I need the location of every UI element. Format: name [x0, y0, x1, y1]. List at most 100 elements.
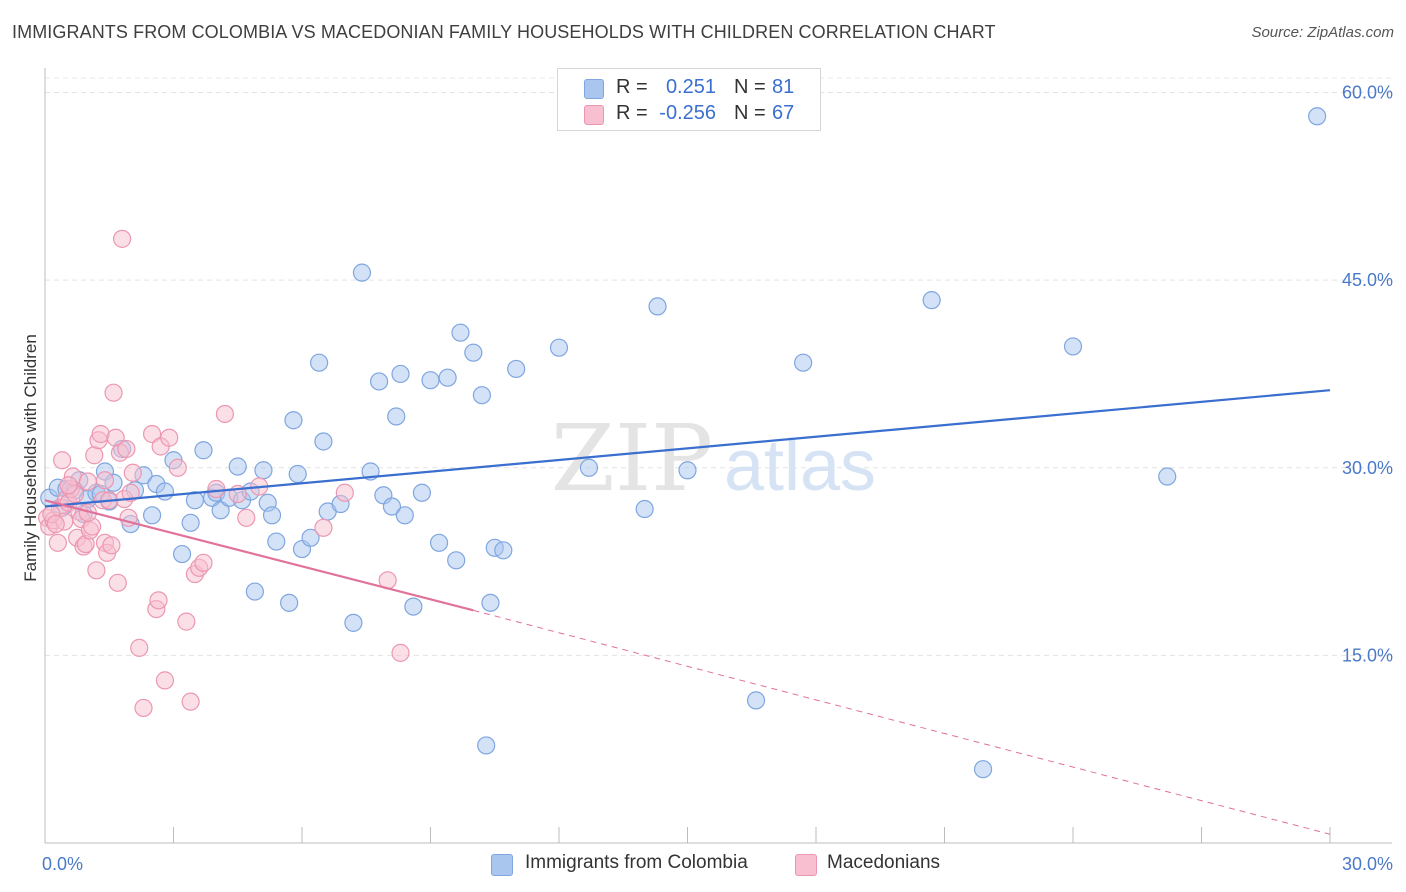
bottom-legend-swatch-macedonians	[795, 854, 817, 876]
colombia-point-49	[387, 407, 406, 426]
y-tick-label-3: 60.0%	[1342, 83, 1393, 103]
macedonians-point-63	[46, 514, 65, 534]
macedonians-point-48	[177, 612, 196, 631]
macedonians-point-46	[160, 428, 179, 447]
colombia-point-24	[211, 501, 230, 520]
y-tick-label-2: 45.0%	[1342, 270, 1393, 290]
y-tick-label-1: 30.0%	[1342, 458, 1393, 478]
macedonians-point-21	[87, 561, 106, 580]
macedonians-trend-extension	[473, 609, 1331, 835]
colombia-point-67	[579, 458, 599, 477]
series-macedonians-points	[38, 229, 410, 718]
legend-swatch-macedonians	[584, 105, 604, 125]
macedonians-point-35	[117, 439, 136, 459]
watermark-atlas: atlas	[724, 426, 876, 506]
macedonians-point-64	[59, 476, 78, 495]
macedonians-point-38	[123, 463, 142, 482]
colombia-point-76	[1158, 467, 1177, 486]
chart-source: Source: ZipAtlas.com	[1251, 24, 1394, 41]
macedonians-point-39	[130, 638, 149, 657]
colombia-point-73	[922, 291, 941, 310]
colombia-point-44	[352, 263, 372, 282]
colombia-point-16	[155, 482, 175, 501]
y-tick-label-0: 15.0%	[1342, 645, 1393, 665]
colombia-point-18	[172, 544, 192, 564]
colombia-point-33	[267, 532, 286, 551]
colombia-point-58	[451, 323, 470, 342]
macedonians-point-28	[102, 536, 121, 555]
colombia-point-66	[549, 338, 569, 357]
macedonians-point-52	[194, 553, 213, 572]
colombia-point-52	[404, 597, 423, 616]
colombia-point-69	[648, 297, 667, 316]
colombia-point-29	[245, 582, 264, 601]
macedonians-point-31	[108, 573, 127, 592]
tick-labels: 15.0% 30.0% 45.0% 60.0% 0.0% 30.0%	[42, 83, 1393, 874]
axes	[44, 68, 1392, 844]
colombia-point-38	[301, 528, 320, 547]
macedonians-point-49	[181, 692, 200, 711]
macedonians-point-40	[142, 424, 162, 444]
macedonians-point-17	[78, 472, 97, 491]
grid-lines	[45, 77, 1392, 656]
macedonians-point-66	[95, 471, 115, 490]
legend-r-value: -0.256	[659, 102, 716, 124]
bottom-legend-label-colombia: Immigrants from Colombia	[525, 852, 748, 873]
colombia-point-55	[429, 533, 449, 552]
macedonians-point-42	[149, 591, 168, 610]
colombia-point-48	[382, 497, 402, 516]
macedonians-point-58	[314, 518, 333, 537]
legend-r-value: 0.251	[665, 76, 716, 98]
macedonians-point-45	[134, 698, 153, 718]
macedonians-point-29	[104, 383, 123, 402]
x-tick-label-0: 0.0%	[42, 854, 83, 874]
colombia-point-19	[181, 513, 200, 532]
y-axis-label: Family Households with Children	[21, 334, 40, 582]
colombia-point-60	[472, 386, 491, 405]
colombia-point-63	[494, 541, 513, 560]
colombia-point-75	[1063, 337, 1083, 356]
x-tick-label-1: 30.0%	[1342, 854, 1393, 874]
macedonians-point-23	[91, 424, 110, 444]
colombia-point-26	[228, 457, 247, 476]
colombia-point-77	[1308, 107, 1327, 126]
macedonians-point-33	[112, 229, 132, 248]
legend-n-label: N =	[734, 76, 766, 98]
colombia-point-21	[194, 441, 213, 460]
macedonians-point-5	[53, 451, 72, 470]
colombia-point-30	[254, 461, 273, 480]
colombia-point-43	[344, 613, 363, 632]
legend-r-label: R =	[616, 102, 648, 124]
colombia-point-72	[794, 353, 813, 372]
chart-title: IMMIGRANTS FROM COLOMBIA VS MACEDONIAN F…	[12, 22, 996, 42]
macedonians-point-3	[48, 533, 67, 552]
watermark: ZIP atlas	[551, 405, 876, 512]
colombia-point-14	[142, 506, 162, 525]
bottom-legend-swatch-colombia	[491, 854, 513, 876]
colombia-point-46	[370, 372, 389, 391]
legend-n-value: 67	[772, 102, 795, 124]
colombia-point-74	[973, 760, 993, 779]
colombia-point-71	[746, 691, 766, 710]
colombia-point-39	[310, 353, 329, 372]
legend-n-label: N =	[734, 102, 766, 124]
colombia-point-50	[391, 364, 410, 384]
colombia-point-35	[284, 411, 303, 430]
colombia-point-64	[477, 736, 496, 755]
colombia-point-56	[438, 368, 457, 387]
colombia-point-61	[481, 593, 500, 612]
colombia-point-57	[447, 551, 466, 570]
colombia-point-70	[678, 461, 697, 480]
legend-swatch-colombia	[584, 79, 604, 99]
colombia-point-32	[262, 506, 282, 525]
macedonians-point-20	[85, 446, 104, 465]
legend-row-macedonians: R = -0.256 N = 67	[558, 101, 820, 127]
macedonians-point-54	[215, 404, 234, 424]
macedonians-point-53	[207, 479, 226, 499]
series-colombia-points	[40, 107, 1327, 779]
macedonians-point-47	[168, 458, 187, 477]
macedonians-point-56	[237, 508, 256, 527]
macedonians-point-61	[391, 643, 410, 662]
colombia-point-54	[421, 371, 440, 390]
